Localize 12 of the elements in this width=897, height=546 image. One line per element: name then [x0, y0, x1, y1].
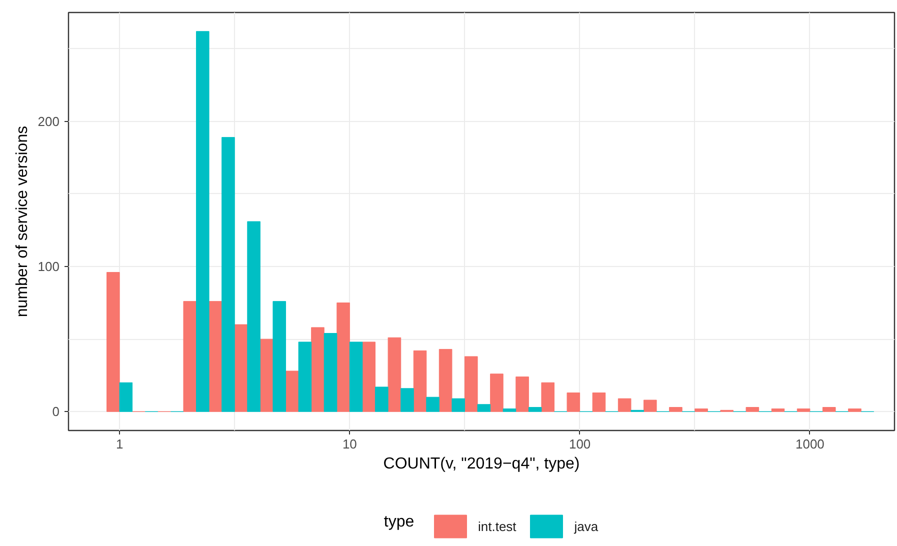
- y-tick-label: 0: [52, 404, 60, 420]
- x-axis-title: COUNT(v, "2019−q4", type): [383, 456, 580, 472]
- legend-label: int.test: [478, 518, 516, 534]
- x-tick-label: 100: [568, 436, 591, 452]
- legend-title: type: [384, 514, 414, 530]
- y-axis-title: number of service versions: [14, 126, 31, 318]
- x-tick-label: 10: [342, 436, 357, 452]
- x-tick-label: 1: [116, 436, 124, 452]
- legend-label: java: [574, 518, 598, 534]
- x-tick-label: 1000: [796, 436, 824, 452]
- y-tick-label: 100: [38, 258, 60, 274]
- y-tick-label: 200: [38, 114, 60, 129]
